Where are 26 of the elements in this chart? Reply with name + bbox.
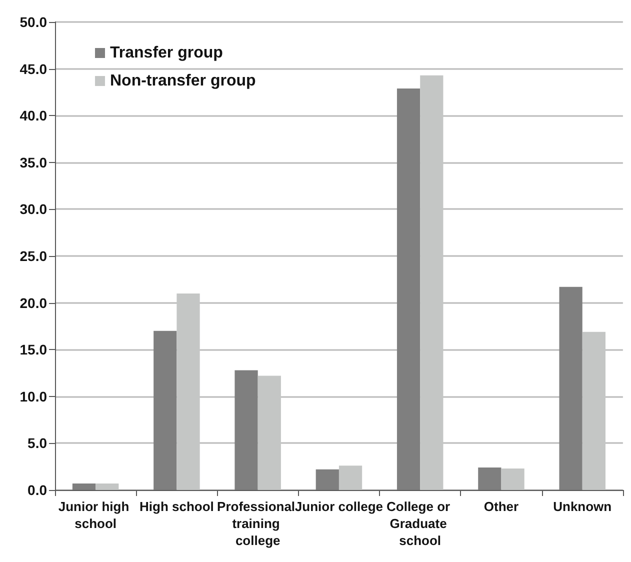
y-tick-label: 35.0 (20, 154, 48, 170)
bar (478, 468, 502, 490)
bar (396, 88, 420, 490)
bar (154, 330, 177, 490)
y-tick-label: 45.0 (20, 60, 48, 77)
y-tick-label: 20.0 (20, 294, 48, 311)
legend-label: Non-transfer group (110, 72, 256, 90)
x-tick-label: Other (484, 499, 519, 514)
bar (72, 483, 96, 490)
y-tick-label: 0.0 (28, 482, 48, 498)
x-tick-label: Junior college (294, 499, 384, 514)
y-tick-label: 10.0 (20, 388, 48, 404)
y-tick-label: 50.0 (20, 14, 48, 30)
bar (316, 469, 339, 490)
legend-label: Transfer group (110, 44, 224, 62)
y-tick-label: 25.0 (20, 248, 48, 264)
y-tick-label: 30.0 (20, 201, 48, 218)
x-tick-label: College or Graduate school (386, 499, 454, 548)
bar (559, 286, 582, 490)
x-tick-label: High school (140, 499, 214, 514)
bar (234, 370, 258, 490)
x-tick-label: Junior high school (58, 499, 133, 531)
y-tick-label: 40.0 (20, 108, 48, 124)
y-tick-label: 15.0 (20, 342, 48, 358)
y-tick-label: 5.0 (28, 435, 48, 452)
x-tick-label: Unknown (553, 499, 612, 514)
